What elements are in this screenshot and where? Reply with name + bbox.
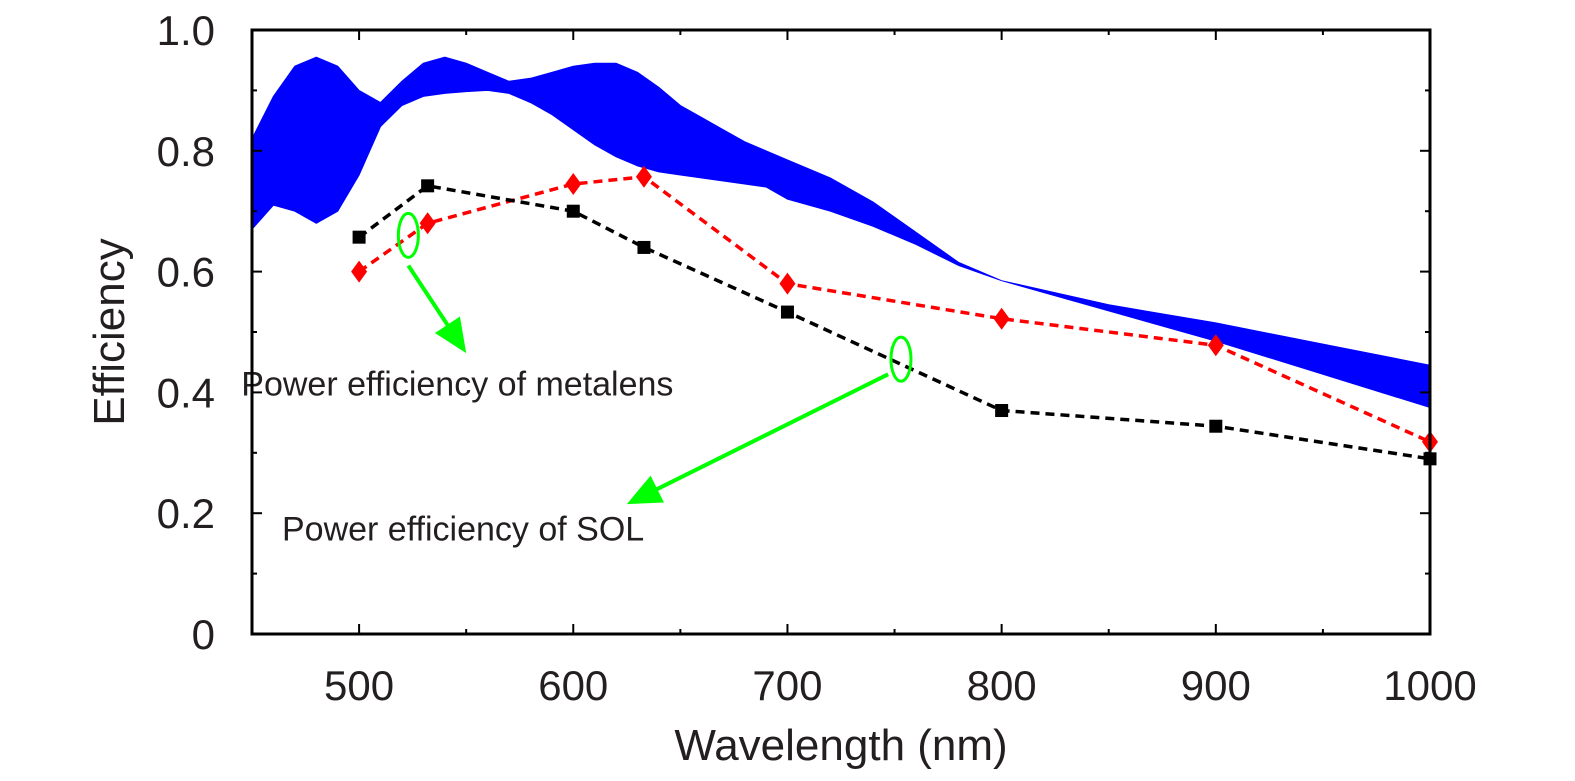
arrow-shaft [652, 372, 890, 493]
highlight-ellipse [396, 211, 420, 259]
simulated-efficiency-band [252, 56, 1430, 409]
series-0 [351, 165, 1438, 453]
data-point-diamond [565, 173, 582, 196]
data-point-square [566, 204, 580, 218]
x-tick-label: 800 [967, 662, 1037, 709]
arrow-head [626, 475, 664, 505]
y-tick-label: 0.2 [157, 490, 215, 537]
x-tick-label: 900 [1181, 662, 1251, 709]
y-tick-label: 0.6 [157, 249, 215, 296]
arrow-shaft [406, 264, 452, 330]
data-point-diamond [1207, 334, 1224, 357]
y-axis-title: Efficiency [85, 238, 134, 426]
data-point-square [637, 240, 651, 254]
x-tick-label: 700 [752, 662, 822, 709]
x-tick-label: 600 [538, 662, 608, 709]
y-tick-label: 0 [192, 611, 215, 658]
data-point-diamond [993, 307, 1010, 330]
annotation-label: Power efficiency of SOL [282, 510, 644, 548]
data-point-diamond [635, 165, 652, 188]
y-tick-label: 0.8 [157, 128, 215, 175]
arrow-head [434, 316, 467, 354]
data-point-diamond [419, 212, 436, 235]
series-line-1 [358, 183, 1431, 461]
data-point-square [421, 179, 435, 193]
series-line-0 [358, 174, 1431, 444]
data-point-diamond [351, 260, 368, 283]
data-point-square [995, 404, 1009, 418]
annotation-1: Power efficiency of SOL [282, 335, 913, 548]
highlight-ellipse [889, 335, 913, 383]
x-tick-label: 500 [324, 662, 394, 709]
y-tick-label: 1.0 [157, 7, 215, 54]
y-tick-label: 0.4 [157, 369, 215, 416]
data-point-square [352, 230, 366, 244]
x-axis-title: Wavelength (nm) [674, 721, 1007, 770]
series-1 [352, 179, 1437, 466]
data-point-diamond [779, 272, 796, 295]
data-point-square [780, 305, 794, 319]
annotation-0: Power efficiency of metalens [241, 211, 673, 403]
x-tick-label: 1000 [1383, 662, 1476, 709]
data-point-square [1209, 419, 1223, 433]
annotation-label: Power efficiency of metalens [241, 365, 673, 403]
